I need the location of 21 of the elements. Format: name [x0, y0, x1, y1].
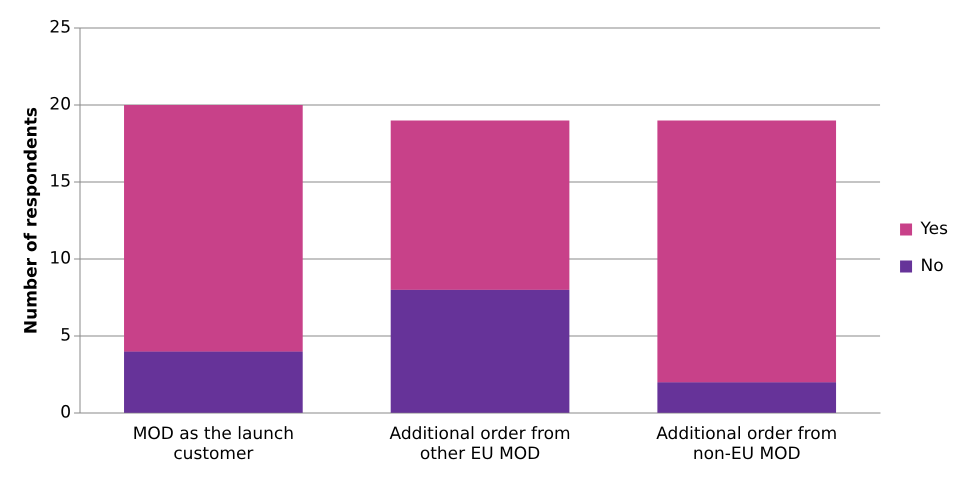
category-label: non-EU MOD — [692, 444, 801, 464]
bar — [124, 352, 303, 413]
y-tick-label: 10 — [49, 248, 72, 269]
bar — [390, 290, 570, 413]
legend-label: No — [920, 256, 944, 276]
legend-label: Yes — [920, 218, 948, 239]
y-tick-label: 15 — [49, 172, 72, 192]
y-tick-label: 0 — [60, 402, 72, 423]
y-axis-title: Number of respondents — [22, 107, 42, 334]
y-tick-label: 5 — [60, 326, 72, 346]
bar — [657, 382, 836, 413]
y-tick-label: 20 — [49, 94, 72, 114]
category-label: MOD as the launch — [132, 424, 294, 444]
bar — [657, 120, 836, 382]
category-label: Additional order from — [390, 424, 571, 444]
bar — [390, 120, 570, 290]
category-label: other EU MOD — [420, 444, 540, 464]
category-label: Additional order from — [656, 424, 838, 444]
category-label: customer — [173, 444, 254, 464]
y-tick-label: 25 — [49, 17, 72, 38]
bar — [124, 105, 303, 352]
